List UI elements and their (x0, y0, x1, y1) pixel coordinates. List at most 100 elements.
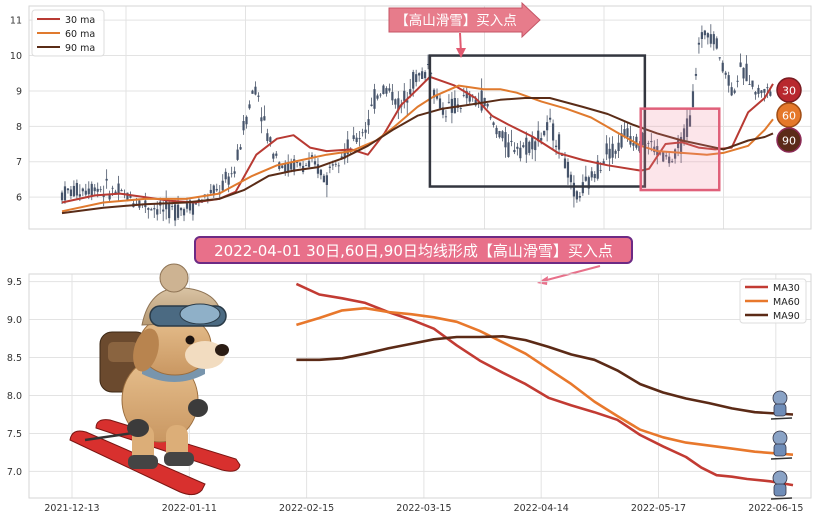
candle-body (352, 135, 355, 140)
bottom-series-line-MA60 (296, 306, 794, 456)
candle-body (209, 189, 212, 194)
top-legend-box (31, 9, 105, 57)
candle-body (269, 137, 272, 143)
candle-body (78, 194, 81, 197)
legend-label-90: 90 ma (65, 43, 95, 54)
top-legend: 30 ma 60 ma 90 ma (31, 9, 105, 57)
candle-body (287, 163, 290, 172)
candle-body (69, 189, 73, 197)
candle-body (230, 173, 233, 175)
candle-body (549, 117, 552, 120)
bottom-y-tick-label: 8.5 (7, 353, 22, 364)
candle-body (153, 208, 156, 210)
candle-body (688, 115, 692, 127)
candle-body (150, 209, 153, 211)
candle-body (501, 131, 504, 139)
candle-body (492, 122, 495, 125)
candle-body (495, 127, 498, 135)
candle-body (331, 164, 334, 166)
candle-body (605, 143, 608, 155)
candle-body (507, 142, 510, 158)
candle-body (599, 169, 602, 171)
badge-60 (776, 102, 802, 128)
badge-90-label: 90 (782, 135, 796, 148)
bottom-y-tick-label: 8.0 (7, 391, 22, 402)
candle-body (87, 188, 90, 195)
candle-body (81, 188, 84, 192)
skier-markers (770, 390, 793, 500)
candle-body (474, 99, 477, 106)
candle-body (409, 89, 412, 95)
candle-body (171, 206, 174, 207)
candle-body (108, 193, 111, 200)
candle-body (620, 133, 623, 148)
candle-body (519, 147, 522, 159)
candle-body (617, 142, 620, 152)
badge-90 (776, 127, 802, 153)
candle-body (346, 139, 349, 155)
candle-body (120, 190, 123, 192)
candle-body (117, 183, 120, 195)
candle-body (626, 128, 629, 138)
annotation-box-pink (639, 107, 721, 192)
middle-callout-box (194, 236, 633, 264)
bottom-series-line-MA30 (295, 282, 794, 487)
candle-body (188, 200, 192, 211)
bottom-y-tick-label: 9.0 (7, 315, 22, 326)
candle-body (587, 177, 590, 189)
candle-body (358, 138, 361, 140)
candle-body (224, 171, 227, 180)
candle-body (418, 73, 421, 76)
candle-body (242, 121, 245, 131)
candle-body (233, 171, 236, 174)
top-y-tick-label: 10 (10, 51, 22, 62)
candle-body (578, 196, 581, 198)
candle-body (447, 101, 451, 103)
candle-body (432, 89, 436, 98)
badge-30-label: 30 (782, 85, 796, 98)
candle-body (575, 191, 578, 200)
candle-body (498, 131, 501, 138)
candle-body (721, 62, 724, 72)
candle-body (590, 171, 593, 178)
legend-label-30: 30 ma (65, 15, 95, 26)
candle-body (325, 175, 328, 185)
candle-body (486, 103, 489, 107)
candle-body (557, 134, 561, 150)
candle-body (251, 90, 254, 94)
bottom-y-tick-label: 7.5 (7, 429, 22, 440)
candle-body (212, 185, 215, 196)
candle-body (510, 140, 513, 142)
candle-body (602, 161, 605, 165)
candle-body (75, 182, 78, 196)
candle-body (191, 202, 195, 215)
top-y-tick-label: 6 (16, 193, 22, 204)
candle-body (596, 160, 599, 179)
candle-body (373, 89, 376, 109)
candle-body (114, 191, 117, 194)
candle-body (715, 38, 718, 49)
candle-body (403, 90, 406, 101)
candle-body (691, 91, 695, 108)
candle-body (385, 88, 388, 94)
candle-body (566, 161, 570, 178)
skiing-dog-illustration (69, 263, 241, 496)
top-y-tick-labels: 6 7 8 9 10 11 (10, 16, 22, 204)
top-callout-pointer-head (456, 48, 466, 58)
candle-body (665, 155, 668, 157)
ma-badges: 30 60 90 (776, 77, 802, 153)
candle-body (450, 98, 453, 113)
candle-body (426, 64, 430, 65)
candle-body (376, 95, 379, 99)
candle-body (444, 116, 448, 118)
bottom-y-tick-label: 7.0 (7, 467, 22, 478)
candle-body (266, 133, 269, 141)
bottom-x-tick-label: 2022-05-17 (631, 503, 686, 514)
candle-body (700, 32, 703, 40)
candle-body (66, 188, 70, 191)
candle-body (304, 165, 308, 167)
candle-body (522, 145, 525, 148)
candle-body (572, 182, 576, 197)
bottom-y-tick-label: 9.5 (7, 277, 22, 288)
